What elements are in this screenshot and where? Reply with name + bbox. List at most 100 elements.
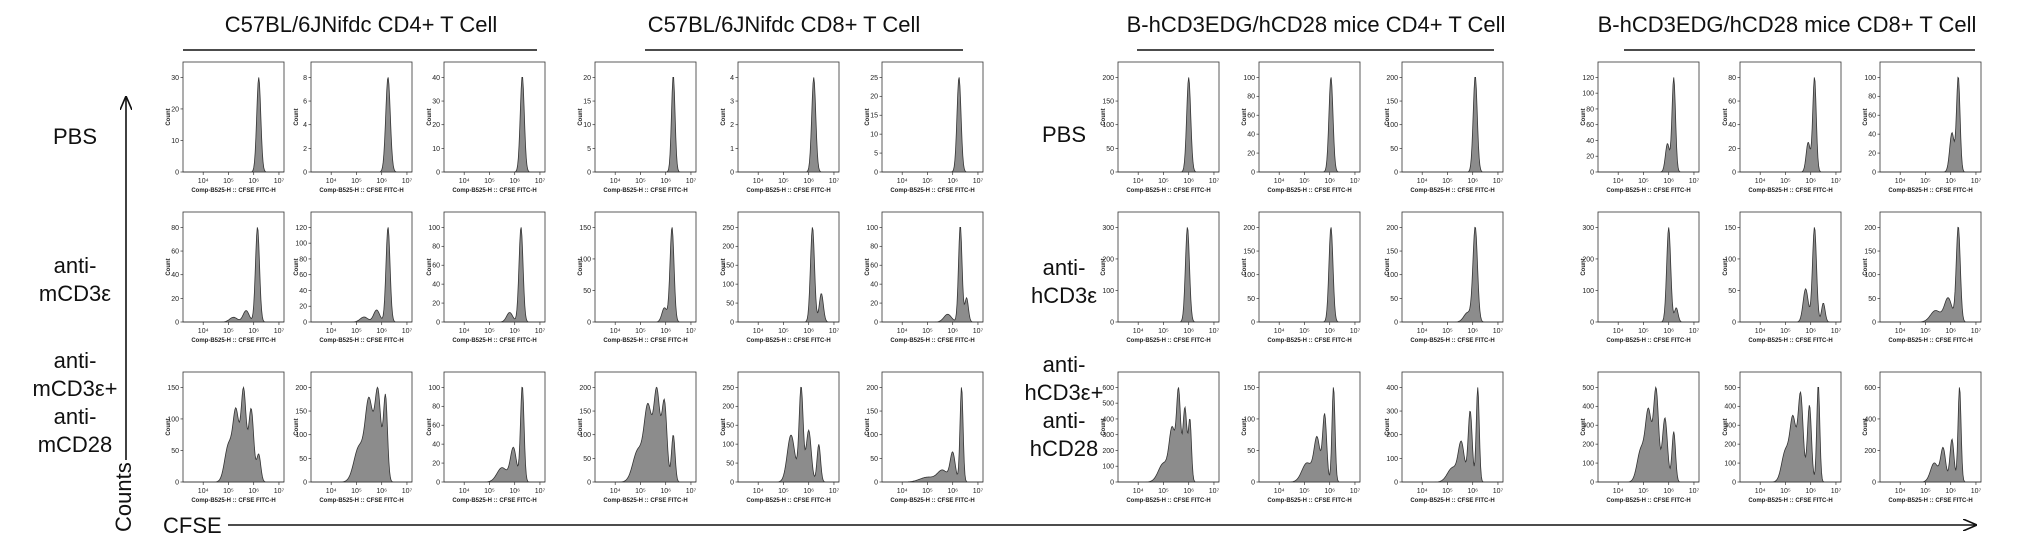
panel-y-caption: Count: [1723, 418, 1729, 435]
x-tick-label: 10⁴: [1133, 488, 1144, 495]
panel-x-caption: Comp-B525-H :: CFSE FITC-H: [319, 188, 403, 194]
histogram-panel: 0 50 100 150 200 Count 10⁴ 10⁵ 10⁶ 10⁷ Comp-B525-H…: [1101, 61, 1220, 194]
y-tick-label: 8: [303, 75, 307, 82]
panel-y-caption: Count: [1242, 418, 1248, 435]
panel-y-caption: Count: [1581, 418, 1587, 435]
x-tick-label: 10⁷: [535, 178, 546, 185]
histogram-panel: 0 50 100 150 200 250 Count 10⁴ 10⁵ 10⁶ 10⁷ Comp-B52…: [721, 371, 840, 504]
x-tick-label: 10⁷: [973, 328, 984, 335]
y-tick-label: 60: [870, 263, 878, 270]
panel-y-caption: Count: [721, 258, 727, 275]
x-tick-label: 10⁴: [1274, 328, 1285, 335]
panel-x-caption: Comp-B525-H :: CFSE FITC-H: [191, 498, 275, 504]
x-tick-label: 10⁶: [1663, 178, 1674, 185]
panel-x-caption: Comp-B525-H :: CFSE FITC-H: [1888, 498, 1972, 504]
panel-y-caption: Count: [1385, 258, 1391, 275]
panel-y-caption: Count: [1863, 108, 1869, 125]
y-tick-label: 0: [303, 479, 307, 486]
y-tick-label: 150: [579, 225, 591, 232]
panel-x-caption: Comp-B525-H :: CFSE FITC-H: [1888, 188, 1972, 194]
panel-frame: [881, 61, 984, 173]
y-tick-label: 0: [1872, 479, 1876, 486]
histogram-panel: 0 20 40 60 80 100 120 Count 10⁴ 10⁵ 10⁶ 10⁷ Comp-B52…: [1581, 61, 1700, 194]
x-tick-label: 10⁵: [1780, 488, 1791, 495]
histogram-area: [1118, 77, 1219, 173]
y-tick-label: 200: [1386, 432, 1398, 439]
y-tick-label: 50: [1247, 296, 1255, 303]
y-tick-label: 100: [295, 432, 307, 439]
panel-x-caption: Comp-B525-H :: CFSE FITC-H: [191, 338, 275, 344]
histogram-panel: 0 20 40 60 80 100 Count 10⁴ 10⁵ 10⁶ 10⁷ Comp-B525-H…: [427, 211, 546, 344]
y-tick-label: 80: [1586, 106, 1594, 113]
y-tick-label: 100: [1243, 272, 1255, 279]
x-tick-label: 10⁶: [1467, 178, 1478, 185]
y-tick-label: 80: [432, 244, 440, 251]
y-tick-label: 0: [1590, 169, 1594, 176]
panel-x-caption: Comp-B525-H :: CFSE FITC-H: [319, 338, 403, 344]
y-tick-label: 0: [1732, 169, 1736, 176]
x-tick-label: 10⁴: [459, 488, 470, 495]
y-tick-label: 80: [171, 225, 179, 232]
x-tick-label: 10⁷: [1350, 178, 1361, 185]
panel-frame: [443, 371, 546, 483]
panel-x-caption: Comp-B525-H :: CFSE FITC-H: [1267, 188, 1351, 194]
panel-y-caption: Count: [1385, 418, 1391, 435]
y-tick-label: 15: [870, 113, 878, 120]
y-tick-label: 10: [583, 122, 591, 129]
histogram-area: [311, 227, 412, 323]
panel-y-caption: Count: [294, 258, 300, 275]
x-tick-label: 10⁷: [1350, 328, 1361, 335]
panel-y-caption: Count: [294, 418, 300, 435]
y-tick-label: 20: [1728, 146, 1736, 153]
y-tick-label: 400: [1102, 416, 1114, 423]
panel-frame: [1258, 61, 1361, 173]
y-tick-label: 50: [1390, 296, 1398, 303]
y-tick-label: 300: [1102, 225, 1114, 232]
x-tick-label: 10⁶: [248, 328, 259, 335]
histogram-panel: 0 5 10 15 20 25 Count 10⁴ 10⁵ 10⁶ 10⁷ Comp-B525-H :…: [865, 61, 984, 194]
y-tick-label: 50: [583, 288, 591, 295]
x-tick-label: 10⁵: [1920, 488, 1931, 495]
x-tick-label: 10⁶: [660, 488, 671, 495]
histogram-area: [1259, 387, 1360, 483]
histogram-panel: 0 50 100 150 200 Count 10⁴ 10⁵ 10⁶ 10⁷ Comp-B525-H…: [1385, 211, 1504, 344]
x-tick-label: 10⁵: [484, 178, 495, 185]
histogram-area: [444, 227, 545, 323]
panel-x-caption: Comp-B525-H :: CFSE FITC-H: [1748, 498, 1832, 504]
y-tick-label: 4: [730, 75, 734, 82]
y-tick-label: 100: [722, 442, 734, 449]
panel-x-caption: Comp-B525-H :: CFSE FITC-H: [1410, 338, 1494, 344]
histogram-area: [183, 385, 284, 483]
y-tick-label: 50: [1247, 448, 1255, 455]
y-tick-label: 100: [295, 241, 307, 248]
y-tick-label: 40: [1586, 138, 1594, 145]
x-tick-label: 10⁷: [829, 488, 840, 495]
x-tick-label: 10⁶: [376, 178, 387, 185]
x-tick-label: 10⁴: [1613, 328, 1624, 335]
panel-frame: [1739, 61, 1842, 173]
histogram-panel: 0 100 200 300 Count 10⁴ 10⁵ 10⁶ 10⁷ Comp-B525-H :…: [1581, 211, 1700, 344]
y-tick-label: 80: [1728, 75, 1736, 82]
y-tick-label: 50: [299, 456, 307, 463]
x-tick-label: 10⁴: [198, 488, 209, 495]
x-tick-label: 10⁷: [402, 488, 413, 495]
x-tick-label: 10⁶: [1805, 178, 1816, 185]
y-tick-label: 20: [171, 106, 179, 113]
x-tick-label: 10⁵: [1158, 488, 1169, 495]
y-tick-label: 150: [295, 408, 307, 415]
histogram-area: [738, 227, 839, 323]
panel-x-caption: Comp-B525-H :: CFSE FITC-H: [1126, 338, 1210, 344]
y-tick-label: 200: [1386, 225, 1398, 232]
y-tick-label: 80: [299, 256, 307, 263]
y-tick-label: 100: [1582, 91, 1594, 98]
y-tick-label: 500: [1102, 401, 1114, 408]
x-tick-label: 10⁶: [660, 328, 671, 335]
panel-x-caption: Comp-B525-H :: CFSE FITC-H: [191, 188, 275, 194]
panel-frame: [1739, 211, 1842, 323]
histogram-panel: 0 50 100 150 200 250 Count 10⁴ 10⁵ 10⁶ 10⁷ Comp-B52…: [721, 211, 840, 344]
panel-x-caption: Comp-B525-H :: CFSE FITC-H: [1606, 188, 1690, 194]
histogram-area: [1598, 386, 1699, 483]
x-tick-label: 10⁶: [1467, 488, 1478, 495]
